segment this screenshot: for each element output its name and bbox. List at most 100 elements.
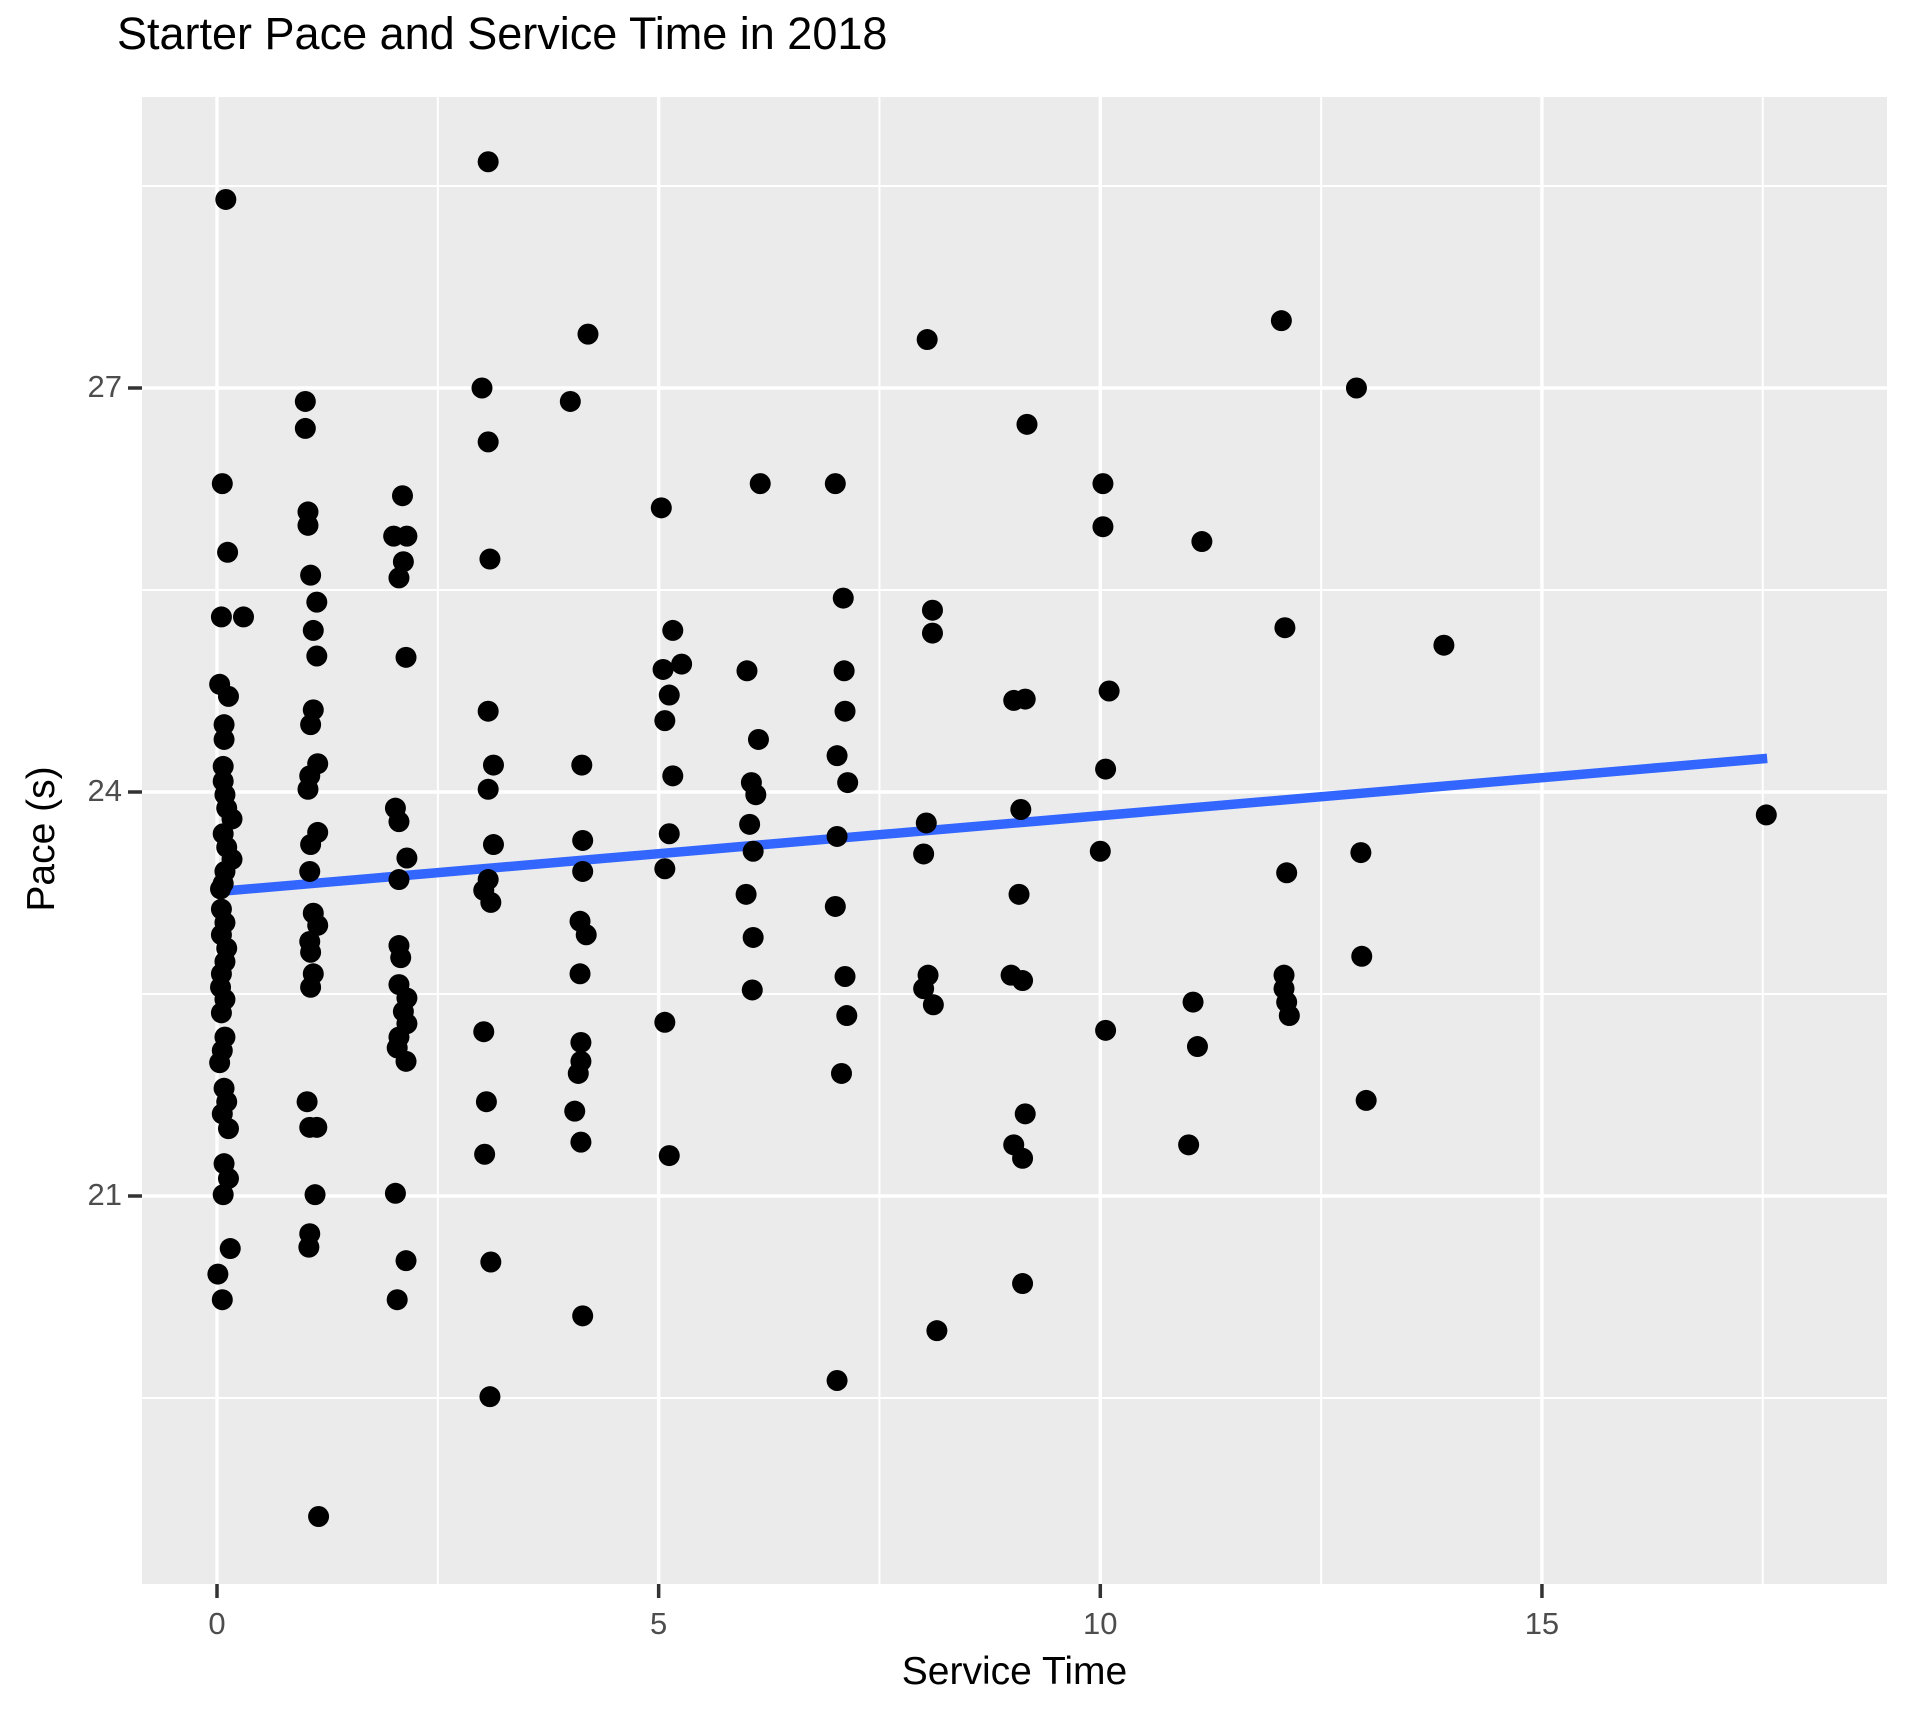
data-point [658, 1145, 680, 1167]
data-point [915, 812, 937, 834]
data-point [1191, 531, 1213, 553]
data-point [741, 979, 763, 1001]
data-point [480, 1251, 502, 1273]
data-point [296, 1091, 318, 1113]
data-point [477, 151, 499, 173]
y-tick-label: 24 [87, 773, 122, 808]
data-point [575, 924, 597, 946]
data-point [300, 941, 322, 963]
data-point [1351, 945, 1373, 967]
data-point [211, 473, 233, 495]
data-point [213, 714, 235, 736]
data-point [207, 1263, 229, 1285]
data-point [210, 1002, 232, 1024]
data-point [392, 551, 414, 573]
data-point [217, 1167, 239, 1189]
data-point [742, 926, 764, 948]
data-point [471, 377, 493, 399]
data-point [477, 431, 499, 453]
data-point [1012, 1273, 1034, 1295]
data-point [654, 1011, 676, 1033]
data-point [833, 660, 855, 682]
data-point [834, 965, 856, 987]
x-tick-label: 5 [650, 1606, 668, 1641]
x-tick-label: 10 [1083, 1606, 1118, 1641]
data-point [1433, 634, 1455, 656]
y-axis-title: Pace (s) [20, 765, 63, 912]
data-point [1098, 680, 1120, 702]
data-point [388, 811, 410, 833]
data-point [1278, 1005, 1300, 1027]
data-point [570, 1031, 592, 1053]
data-point [926, 1320, 948, 1342]
data-point [298, 1236, 320, 1258]
data-point [1089, 840, 1111, 862]
data-point [384, 1182, 406, 1204]
data-point [217, 685, 239, 707]
data-point [837, 772, 859, 794]
data-point [1095, 758, 1117, 780]
data-point [826, 825, 848, 847]
data-point [302, 619, 324, 641]
data-point [916, 329, 938, 351]
data-point [304, 1184, 326, 1206]
data-point [1274, 617, 1296, 639]
data-point [215, 188, 237, 210]
data-point [570, 1131, 592, 1153]
data-point [826, 745, 848, 767]
data-point [1345, 377, 1367, 399]
data-point [742, 840, 764, 862]
data-point [824, 473, 846, 495]
data-point [1014, 688, 1036, 710]
data-point [396, 525, 418, 547]
data-point [306, 1116, 328, 1138]
data-point [294, 390, 316, 412]
data-point [211, 1289, 233, 1311]
data-point [307, 914, 329, 936]
data-point [1014, 1103, 1036, 1125]
data-point [1755, 804, 1777, 826]
data-point [572, 860, 594, 882]
data-point [219, 1238, 241, 1260]
data-point [654, 858, 676, 880]
data-point [662, 619, 684, 641]
data-point [232, 606, 254, 628]
data-point [1270, 310, 1292, 332]
data-point [913, 843, 935, 865]
data-point [479, 548, 501, 570]
data-point [480, 891, 502, 913]
data-point [386, 1289, 408, 1311]
data-point [297, 514, 319, 536]
data-point [479, 1386, 501, 1408]
chart-title: Starter Pace and Service Time in 2018 [117, 8, 888, 59]
data-point [658, 823, 680, 845]
data-point [474, 1143, 496, 1165]
data-point [921, 599, 943, 621]
data-point [482, 754, 504, 776]
data-point [210, 878, 232, 900]
data-point [217, 1118, 239, 1140]
data-point [577, 323, 599, 345]
data-point [650, 497, 672, 519]
data-point [922, 994, 944, 1016]
panel-background [142, 97, 1887, 1584]
data-point [830, 1062, 852, 1084]
data-point [475, 1091, 497, 1113]
data-point [1008, 883, 1030, 905]
data-point [736, 660, 758, 682]
data-point [388, 869, 410, 891]
data-point [217, 541, 239, 563]
data-point [1182, 991, 1204, 1013]
data-point [390, 947, 412, 969]
data-point [306, 645, 328, 667]
data-point [391, 485, 413, 507]
data-point [671, 653, 693, 675]
data-point [1012, 1147, 1034, 1169]
data-point [294, 417, 316, 439]
data-point [212, 755, 234, 777]
data-point [572, 1305, 594, 1327]
data-point [571, 754, 593, 776]
data-point [213, 728, 235, 750]
data-point [1012, 970, 1034, 992]
